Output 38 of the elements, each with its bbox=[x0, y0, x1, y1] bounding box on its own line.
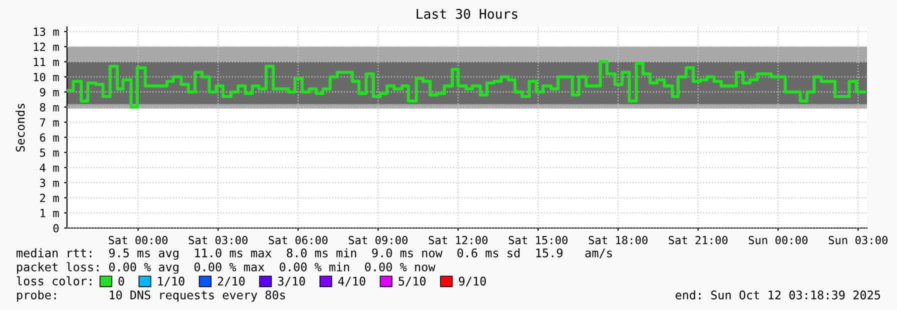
y-tick-label: 13 m bbox=[34, 28, 59, 36]
x-tick-label: Sat 15:00 bbox=[508, 236, 568, 244]
y-tick-label: 10 m bbox=[34, 72, 59, 82]
legend-label: 4/10 bbox=[338, 276, 366, 287]
y-tick-label: 1 m bbox=[40, 209, 59, 218]
y-tick-label: 8 m bbox=[40, 103, 59, 112]
legend-label: 1/10 bbox=[158, 276, 184, 287]
x-tick-label: Sat 00:00 bbox=[108, 236, 168, 244]
y-tick-label: 0 bbox=[53, 224, 59, 232]
legend-label: 0 bbox=[118, 276, 124, 286]
text: probe: 10 DNS requests every 80s bbox=[17, 290, 285, 302]
legend-label: 9/10 bbox=[458, 276, 486, 287]
x-tick-label: Sat 12:00 bbox=[428, 236, 488, 244]
chart-title: Last 30 Hours bbox=[416, 8, 518, 19]
text: end: Sun Oct 12 03:18:39 2025 bbox=[676, 290, 880, 300]
legend-label: 2/10 bbox=[218, 276, 245, 287]
y-tick-label: 2 m bbox=[40, 194, 59, 202]
legend-title: loss color: bbox=[16, 276, 92, 286]
x-tick-label: Sat 03:00 bbox=[188, 236, 248, 244]
y-axis-title: Seconds bbox=[16, 104, 25, 152]
legend-label: 5/10 bbox=[398, 276, 426, 287]
y-tick-label: 4 m bbox=[40, 164, 59, 172]
x-tick-label: Sat 21:00 bbox=[668, 236, 728, 244]
y-tick-label: 3 m bbox=[40, 178, 59, 188]
legend-label: 3/10 bbox=[278, 276, 305, 287]
text: packet loss: 0.00 % avg 0.00 % max 0.00 % min 0.00 % now bbox=[17, 262, 436, 274]
x-tick-label: Sat 18:00 bbox=[588, 236, 648, 244]
y-tick-label: 6 m bbox=[40, 133, 59, 142]
x-tick-label: Sat 06:00 bbox=[268, 236, 328, 244]
y-tick-label: 9 m bbox=[40, 88, 59, 96]
x-tick-label: Sun 00:00 bbox=[748, 236, 808, 244]
y-tick-label: 12 m bbox=[34, 42, 59, 51]
x-tick-label: Sat 09:00 bbox=[348, 236, 408, 244]
y-tick-label: 5 m bbox=[40, 148, 59, 157]
text: median rtt: 9.5 ms avg 11.0 ms max 8.0 ms min 9.0 ms now 0.6 ms sd 15.9 am/s bbox=[16, 248, 612, 260]
x-tick-label: Sun 03:00 bbox=[828, 236, 888, 244]
y-tick-label: 11 m bbox=[34, 58, 59, 66]
y-tick-label: 7 m bbox=[40, 118, 59, 126]
